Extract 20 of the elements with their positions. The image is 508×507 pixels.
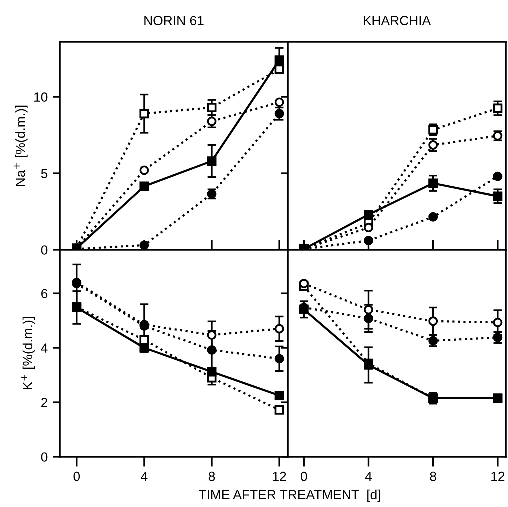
- y-axis-title: Na$^{+}$ [%(d.m.)]: [14, 106, 28, 186]
- y-tick-label: 5: [41, 169, 48, 178]
- x-tick-label: 12: [492, 472, 505, 482]
- y-axis-title: K$^{+}$ [%(d.m.)]: [22, 317, 36, 390]
- x-tick-label: 0: [300, 472, 308, 482]
- y-tick-label: 10: [34, 92, 48, 102]
- x-tick-label: 12: [273, 472, 286, 482]
- y-tick-label: 2: [42, 398, 48, 408]
- x-tick-label: 8: [208, 472, 216, 482]
- x-tick-label: 8: [430, 472, 436, 482]
- x-tick-label: 4: [365, 472, 372, 482]
- x-tick-label: 4: [141, 472, 148, 482]
- y-tick-label: 0: [41, 452, 48, 462]
- y-tick-label: 6: [42, 289, 48, 298]
- y-tick-label: 4: [41, 344, 48, 353]
- y-tick-label: 0: [41, 246, 48, 255]
- chart-title: KHARCHIA: [364, 16, 432, 26]
- x-tick-label: 0: [74, 472, 80, 482]
- x-axis-title: TIME AFTER TREATMENT [d]: [199, 490, 380, 502]
- chart-title: NORIN 61: [144, 16, 204, 26]
